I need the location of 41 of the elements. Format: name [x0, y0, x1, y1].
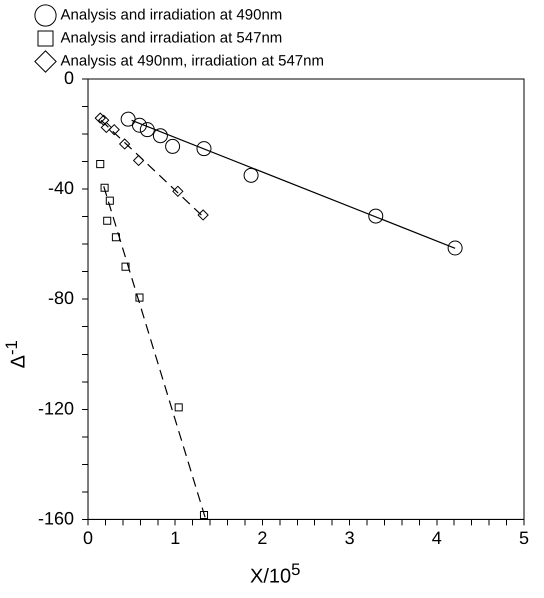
point — [98, 114, 110, 126]
point — [108, 124, 120, 136]
y-tick-label: -40 — [48, 178, 74, 198]
x-axis-title: X/10$^{5}$ — [250, 560, 300, 589]
point — [448, 240, 463, 256]
y-tick-label: -80 — [48, 288, 74, 308]
point — [100, 184, 109, 192]
point — [121, 262, 130, 271]
point — [94, 112, 106, 124]
point — [198, 209, 209, 220]
point — [368, 208, 384, 224]
point — [120, 112, 136, 127]
point — [200, 510, 208, 520]
legend-label: Analysis and irradiation at 490nm — [60, 6, 282, 24]
x-tick-label: 3 — [344, 528, 355, 548]
point — [152, 128, 168, 144]
point — [96, 160, 104, 168]
x-tick-label: 0 — [83, 528, 94, 548]
point — [112, 233, 120, 242]
x-tick-label: 4 — [432, 528, 442, 548]
point — [135, 294, 144, 302]
point — [174, 403, 183, 412]
point — [132, 118, 147, 133]
point — [119, 138, 130, 150]
point — [172, 186, 184, 197]
point — [165, 138, 180, 154]
legend-label: Analysis at 490nm, irradiation at 547nm — [60, 52, 324, 70]
point — [140, 122, 155, 138]
x-tick-label: 1 — [170, 528, 180, 548]
point — [100, 122, 112, 133]
point — [103, 216, 112, 225]
point — [244, 168, 259, 183]
y-tick-label: 0 — [64, 68, 74, 88]
x-tick-label: 5 — [518, 528, 530, 548]
y-tick-label: -120 — [38, 398, 74, 418]
x-tick-label: 2 — [257, 528, 268, 548]
point — [133, 154, 144, 166]
legend-label: Analysis and irradiation at 547nm — [60, 30, 282, 47]
point — [196, 141, 212, 156]
point — [106, 196, 114, 205]
y-tick-label: -160 — [38, 508, 74, 528]
